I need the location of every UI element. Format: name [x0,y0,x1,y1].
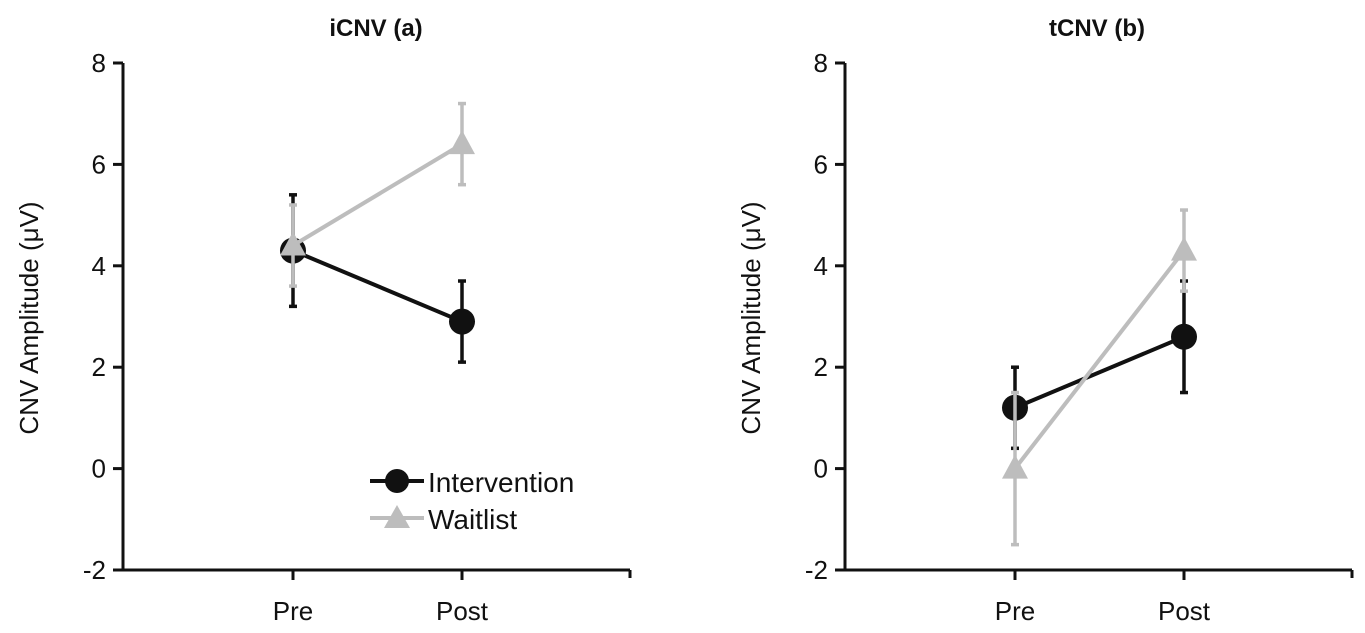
panel-a-y-tick-label: 8 [92,48,106,78]
panel-b: tCNV (b) CNV Amplitude (μV) -2 0 2 4 6 8 Pre Po… [736,15,1354,626]
panel-a-waitlist-point [280,231,306,256]
panel-a-waitlist-line [291,142,464,248]
panel-b-y-tick-label: -2 [805,555,828,585]
panel-b-intervention-line [1014,334,1185,410]
panel-a-y-tick-label: 0 [92,454,106,484]
panel-b-intervention-point [1171,323,1197,350]
legend-intervention-marker [385,469,409,493]
panel-a-x-tick-label: Post [436,596,489,626]
panel-a: iCNV (a) CNV Amplitude (μV) -2 0 2 4 6 8 Pre Po… [14,15,632,626]
panel-b-x-tick-label: Post [1158,596,1211,626]
panel-a-y-tick-label: 6 [92,149,106,179]
panel-a-x-tick-label: Pre [273,596,313,626]
panel-a-intervention-line [292,248,463,324]
panel-b-waitlist-point [1171,236,1197,261]
panel-b-title: tCNV (b) [1049,15,1145,42]
panel-a-y-tick-label: 4 [92,251,106,281]
panel-a-y-axis-label: CNV Amplitude (μV) [14,201,44,434]
legend: Intervention Waitlist [370,467,574,535]
panel-b-y-tick-label: 0 [814,454,828,484]
panel-a-y-tick-label: 2 [92,352,106,382]
legend-waitlist-label: Waitlist [428,504,517,535]
legend-waitlist-marker [384,505,410,528]
panel-b-waitlist-line [1013,249,1186,470]
panel-a-intervention-point [449,308,475,335]
panel-a-waitlist-point [449,130,475,155]
panel-b-y-tick-label: 2 [814,352,828,382]
legend-intervention-label: Intervention [428,467,574,498]
panel-a-y-tick-label: -2 [83,555,106,585]
panel-b-y-axis-label: CNV Amplitude (μV) [736,201,766,434]
panel-b-waitlist-point [1002,454,1028,479]
panel-b-x-tick-label: Pre [995,596,1035,626]
panel-b-y-tick-label: 6 [814,149,828,179]
panel-b-y-tick-label: 8 [814,48,828,78]
panel-a-title: iCNV (a) [329,15,422,42]
panel-b-y-tick-label: 4 [814,251,828,281]
